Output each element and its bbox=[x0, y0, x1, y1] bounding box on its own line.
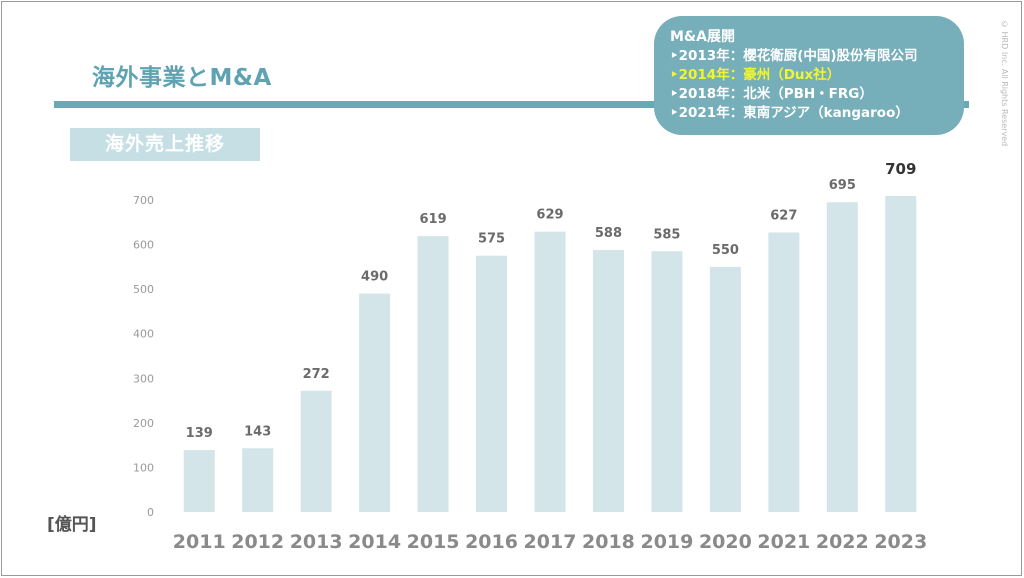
x-tick-label: 2016 bbox=[465, 531, 518, 553]
bar bbox=[534, 231, 566, 512]
y-tick-label: 500 bbox=[133, 283, 154, 296]
bar bbox=[300, 390, 332, 512]
chart-subtitle: 海外売上推移 bbox=[104, 133, 225, 155]
x-tick-label: 2020 bbox=[699, 531, 752, 553]
y-tick-label: 700 bbox=[133, 194, 154, 207]
y-tick-label: 100 bbox=[133, 461, 154, 474]
subtitle-box: 海外売上推移 bbox=[70, 128, 260, 161]
copyright-notice: © HRD Inc. All Rights Reserved bbox=[1000, 20, 1009, 147]
data-label: 575 bbox=[478, 232, 505, 247]
y-tick-label: 300 bbox=[133, 372, 154, 385]
bar bbox=[476, 255, 508, 512]
callout-item: ‣2013年：櫻花衛厨(中国)股份有限公司 bbox=[670, 48, 918, 64]
bar bbox=[768, 232, 800, 512]
y-tick-label: 400 bbox=[133, 328, 154, 341]
y-unit-label: [億円] bbox=[47, 515, 97, 535]
callout-item: ‣2021年：東南アジア（kangaroo） bbox=[670, 105, 909, 121]
bar bbox=[242, 448, 274, 512]
x-tick-label: 2023 bbox=[874, 531, 927, 553]
x-tick-label: 2011 bbox=[173, 531, 226, 553]
bar bbox=[592, 249, 624, 513]
x-tick-label: 2014 bbox=[348, 531, 401, 553]
page-title: 海外事業とM&A bbox=[92, 65, 272, 91]
y-tick-label: 600 bbox=[133, 239, 154, 252]
y-tick-label: 0 bbox=[147, 506, 154, 519]
callout-heading: M&A展開 bbox=[670, 29, 735, 45]
data-label: 627 bbox=[770, 209, 797, 224]
data-label: 709 bbox=[885, 160, 916, 178]
bar bbox=[183, 450, 215, 512]
x-tick-label: 2021 bbox=[757, 531, 810, 553]
bar bbox=[651, 251, 683, 512]
data-label: 629 bbox=[536, 208, 563, 223]
x-tick-label: 2019 bbox=[640, 531, 693, 553]
bar bbox=[885, 195, 917, 512]
data-label: 619 bbox=[420, 212, 447, 227]
bar bbox=[417, 236, 449, 513]
bar bbox=[359, 293, 391, 512]
data-label: 695 bbox=[829, 178, 856, 193]
data-label: 272 bbox=[303, 367, 330, 382]
data-label: 143 bbox=[244, 424, 271, 439]
x-tick-label: 2018 bbox=[582, 531, 635, 553]
data-label: 490 bbox=[361, 270, 388, 285]
callout-item: ‣2018年：北米（PBH・FRG） bbox=[670, 86, 873, 102]
x-tick-label: 2017 bbox=[524, 531, 577, 553]
data-label: 588 bbox=[595, 226, 622, 241]
data-label: 550 bbox=[712, 243, 739, 258]
x-tick-label: 2022 bbox=[816, 531, 869, 553]
x-tick-label: 2013 bbox=[290, 531, 343, 553]
y-tick-label: 200 bbox=[133, 417, 154, 430]
bar bbox=[826, 202, 858, 512]
x-tick-label: 2012 bbox=[231, 531, 284, 553]
data-label: 139 bbox=[186, 426, 213, 441]
data-label: 585 bbox=[653, 227, 680, 242]
bar bbox=[709, 266, 741, 512]
title-divider bbox=[54, 101, 969, 108]
callout-item: ‣2014年：豪州（Dux社） bbox=[670, 67, 841, 83]
x-tick-label: 2015 bbox=[407, 531, 460, 553]
ma-callout: M&A展開 ‣2013年：櫻花衛厨(中国)股份有限公司 ‣2014年：豪州（Du… bbox=[654, 16, 964, 135]
